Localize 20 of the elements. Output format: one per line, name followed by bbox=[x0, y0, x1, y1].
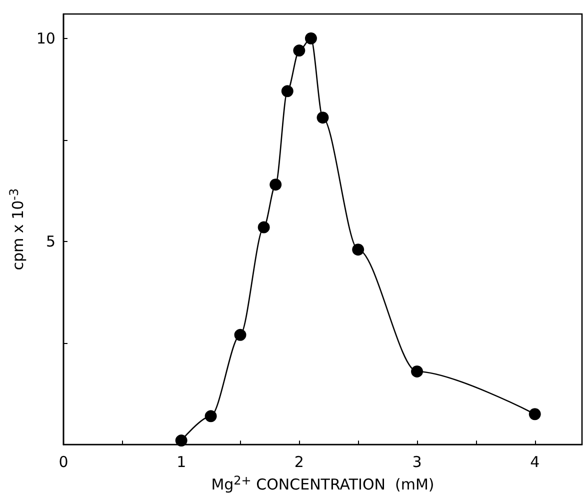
x-tick-label: 2 bbox=[294, 453, 304, 472]
x-tick-label: 3 bbox=[412, 453, 422, 472]
point bbox=[411, 365, 424, 378]
y-axis-title: cpm x 10-3 bbox=[7, 188, 27, 270]
x-tick-label: 4 bbox=[530, 453, 540, 472]
point bbox=[528, 408, 541, 420]
point bbox=[316, 112, 329, 124]
point bbox=[293, 44, 306, 57]
point bbox=[270, 178, 282, 191]
y-tick-label: 10 bbox=[36, 29, 56, 48]
x-tick-label: 1 bbox=[176, 453, 186, 472]
point bbox=[281, 85, 294, 98]
point bbox=[234, 328, 246, 341]
point bbox=[352, 244, 364, 256]
point bbox=[304, 32, 317, 44]
x-tick-label: 0 bbox=[58, 453, 68, 472]
point bbox=[175, 434, 188, 447]
point bbox=[204, 410, 217, 422]
point bbox=[258, 221, 270, 234]
y-tick-label: 5 bbox=[46, 232, 56, 250]
